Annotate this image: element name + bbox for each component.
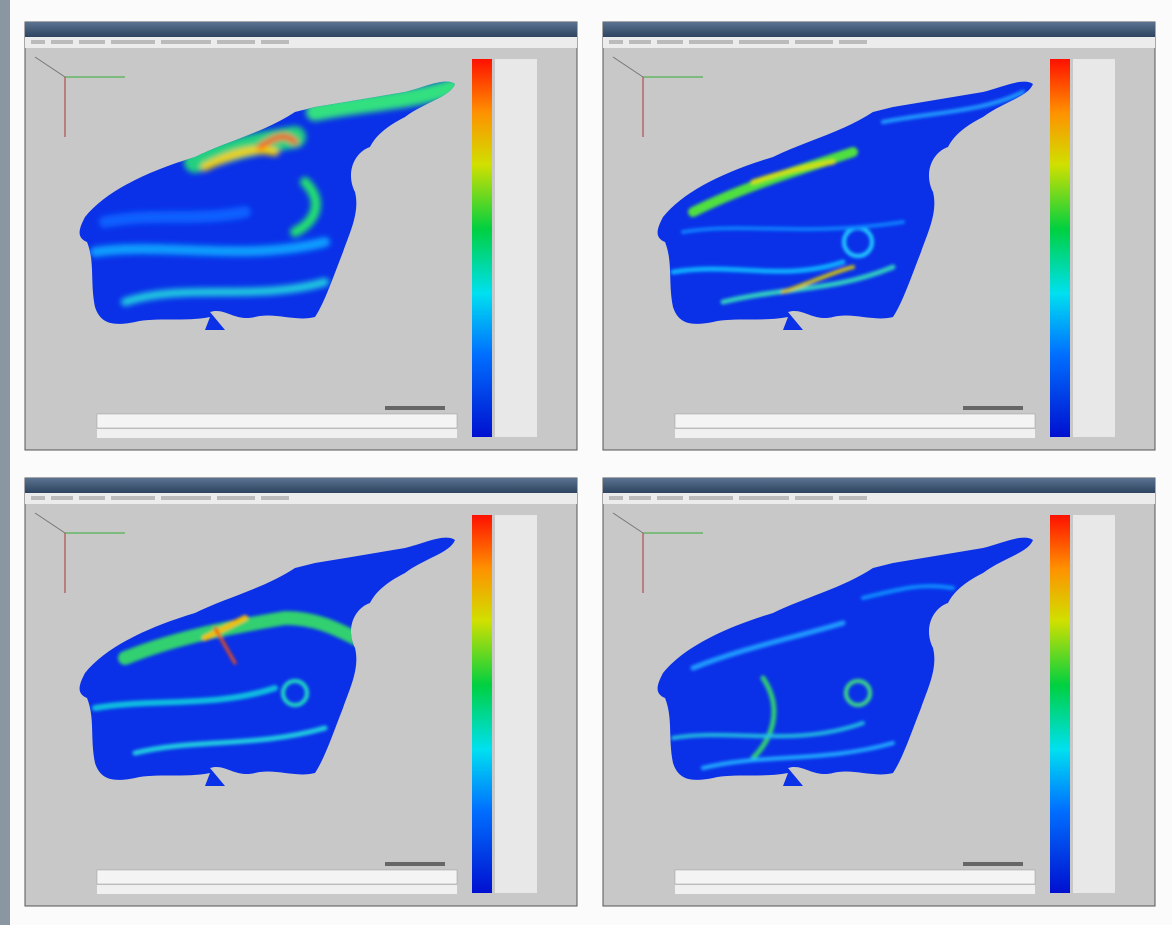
window-2 bbox=[603, 22, 1155, 450]
window-4 bbox=[603, 478, 1155, 906]
screenshot bbox=[0, 0, 1172, 925]
window-1 bbox=[25, 22, 577, 450]
left-border bbox=[0, 0, 10, 925]
window-3 bbox=[25, 478, 577, 906]
page bbox=[0, 0, 1172, 925]
